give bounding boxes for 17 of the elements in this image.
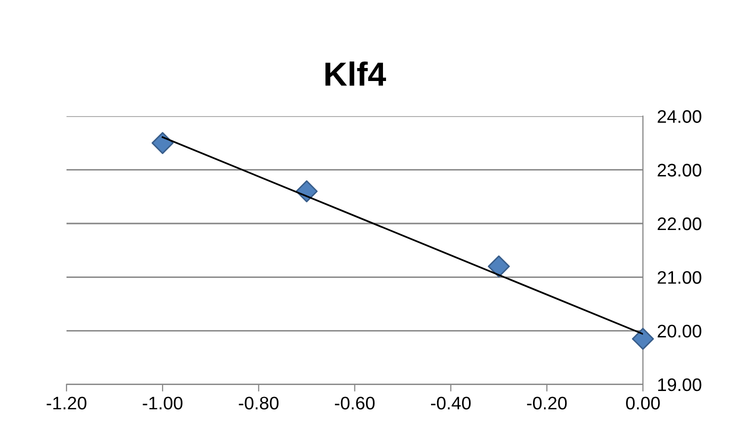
y-tick-label: 23.00 xyxy=(658,164,702,177)
x-tick-label: -0.60 xyxy=(334,396,375,410)
y-tick-label: 21.00 xyxy=(658,271,702,284)
x-tick-label: -0.20 xyxy=(527,396,567,410)
chart-title: Klf4 xyxy=(325,62,386,86)
y-tick-label: 24.00 xyxy=(658,110,702,123)
y-tick-label: 22.00 xyxy=(658,217,702,230)
point xyxy=(152,132,174,154)
y-tick-label: 19.00 xyxy=(658,378,702,392)
x-tick-label: -0.80 xyxy=(238,396,279,410)
x-tick-label: -1.20 xyxy=(46,396,86,410)
x-tick-label: -1.00 xyxy=(142,396,182,410)
point xyxy=(488,255,510,278)
x-tick-label: -0.40 xyxy=(431,396,471,410)
point xyxy=(632,328,654,350)
x-tick-label: 0.00 xyxy=(626,396,660,410)
y-tick-label: 20.00 xyxy=(658,324,702,338)
